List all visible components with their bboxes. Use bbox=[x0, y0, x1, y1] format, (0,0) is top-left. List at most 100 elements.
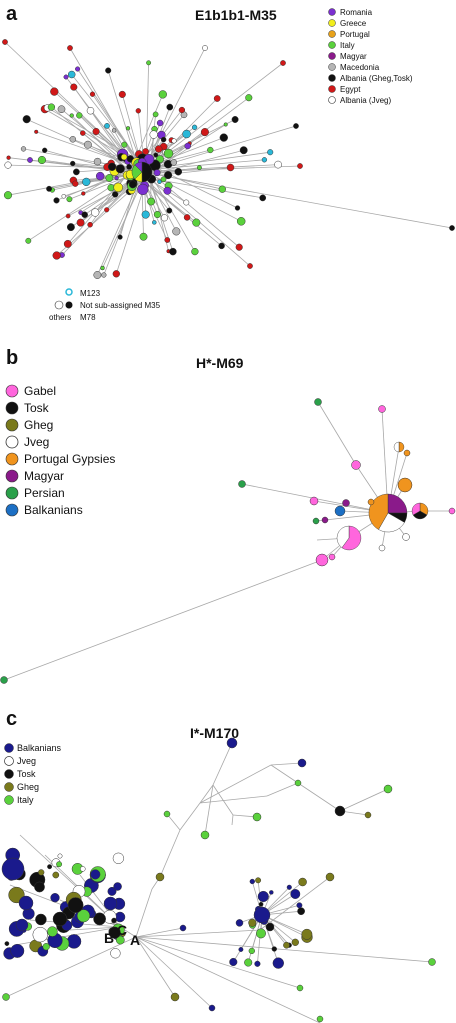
cluster-node bbox=[35, 913, 47, 926]
cluster-node bbox=[254, 960, 261, 967]
cluster-node bbox=[290, 889, 301, 899]
network-node bbox=[191, 247, 199, 256]
network-node bbox=[166, 207, 173, 214]
network-edge bbox=[147, 170, 240, 248]
panel-c-nodes bbox=[1, 737, 436, 1023]
legend-label: Gabel bbox=[24, 384, 56, 398]
network-edge bbox=[141, 171, 453, 229]
network-node bbox=[20, 146, 27, 152]
legend-swatch bbox=[4, 743, 14, 753]
cluster-node bbox=[15, 918, 29, 932]
network-node bbox=[61, 194, 67, 199]
network-node bbox=[297, 163, 303, 169]
legend-label: Albania (Jveg) bbox=[340, 96, 391, 105]
network-edge bbox=[231, 814, 234, 826]
cluster-node bbox=[286, 884, 292, 890]
network-node bbox=[92, 127, 100, 136]
network-edge bbox=[51, 106, 134, 176]
cluster-node bbox=[257, 890, 269, 903]
cluster-node bbox=[47, 864, 53, 870]
legend-item-tosk: Tosk bbox=[4, 769, 36, 779]
network-node bbox=[4, 161, 12, 169]
legend-item-romania: Romania bbox=[328, 8, 373, 17]
network-node bbox=[52, 251, 61, 260]
cluster-node bbox=[80, 866, 86, 872]
legend-item-italy: Italy bbox=[4, 795, 34, 805]
network-node bbox=[53, 197, 60, 204]
legend-label: Albania (Gheg,Tosk) bbox=[340, 74, 413, 83]
node bbox=[448, 507, 456, 515]
network-node bbox=[121, 141, 128, 148]
cluster-node bbox=[248, 918, 257, 927]
network-node bbox=[153, 210, 161, 219]
legend-item-egypt: Egypt bbox=[328, 85, 361, 94]
cluster-node bbox=[52, 871, 60, 879]
network-node bbox=[158, 90, 167, 99]
network-node bbox=[182, 129, 191, 139]
network-node bbox=[153, 169, 161, 177]
network-node bbox=[67, 45, 73, 51]
cluster-node bbox=[4, 941, 10, 946]
legend-item-jveg: Jveg bbox=[5, 435, 49, 449]
network-edge bbox=[87, 144, 141, 171]
cluster-node bbox=[269, 890, 274, 895]
network-node bbox=[170, 159, 178, 166]
network-node bbox=[231, 116, 239, 123]
network-node bbox=[34, 129, 39, 134]
network-node bbox=[86, 106, 95, 115]
legend-item-italy: Italy bbox=[328, 41, 355, 50]
network-node bbox=[154, 145, 163, 153]
legend-label: Italy bbox=[340, 41, 355, 50]
legend-item-greece: Greece bbox=[328, 19, 367, 28]
network-node bbox=[117, 234, 123, 240]
leaf-node bbox=[0, 676, 8, 684]
network-edge bbox=[135, 927, 184, 938]
node bbox=[403, 449, 411, 457]
node bbox=[238, 480, 246, 488]
cluster-node bbox=[297, 907, 305, 916]
network-node bbox=[163, 186, 172, 195]
panel-c-svg: c I*-M170 Balkanians Jveg Tosk Gheg Ital… bbox=[1, 708, 436, 1023]
node bbox=[163, 810, 171, 818]
pie-slice bbox=[336, 525, 350, 548]
legend-label: Greece bbox=[340, 19, 367, 28]
network-node bbox=[164, 237, 171, 243]
legend-swatch bbox=[5, 469, 19, 483]
cluster-node bbox=[301, 928, 313, 940]
network-node bbox=[191, 124, 198, 130]
network-edge bbox=[19, 834, 121, 928]
cluster-node bbox=[50, 893, 60, 903]
node bbox=[309, 496, 319, 506]
network-node bbox=[6, 155, 11, 160]
network-node bbox=[146, 60, 152, 66]
node bbox=[297, 758, 307, 768]
network-node bbox=[118, 90, 126, 98]
cluster-node bbox=[271, 946, 277, 952]
network-node bbox=[46, 185, 53, 192]
node bbox=[364, 811, 372, 819]
network-node bbox=[141, 210, 150, 219]
cluster-node bbox=[296, 902, 303, 909]
legend-label: Romania bbox=[340, 8, 373, 17]
node-label-c: C bbox=[117, 922, 127, 938]
network-node bbox=[76, 218, 85, 227]
cluster-node bbox=[113, 882, 122, 891]
legend-item-jveg: Jveg bbox=[4, 756, 36, 766]
node bbox=[252, 812, 262, 822]
network-node bbox=[166, 103, 174, 111]
network-node bbox=[80, 130, 86, 136]
node bbox=[312, 517, 320, 525]
panel-c-network: c I*-M170 Balkanians Jveg Tosk Gheg Ital… bbox=[0, 705, 456, 1023]
node bbox=[170, 992, 180, 1002]
panel-a-key: M123 Not sub-assigned M35 others M78 bbox=[49, 288, 161, 322]
cluster-node bbox=[90, 869, 101, 880]
panel-b-edges bbox=[3, 401, 452, 681]
cluster-node bbox=[256, 928, 266, 939]
network-node bbox=[50, 87, 59, 96]
network-node bbox=[218, 185, 226, 193]
network-node bbox=[83, 140, 92, 149]
node bbox=[314, 398, 322, 406]
cluster-node bbox=[248, 947, 255, 955]
central-hub-node bbox=[131, 161, 153, 183]
network-edge bbox=[28, 167, 141, 242]
